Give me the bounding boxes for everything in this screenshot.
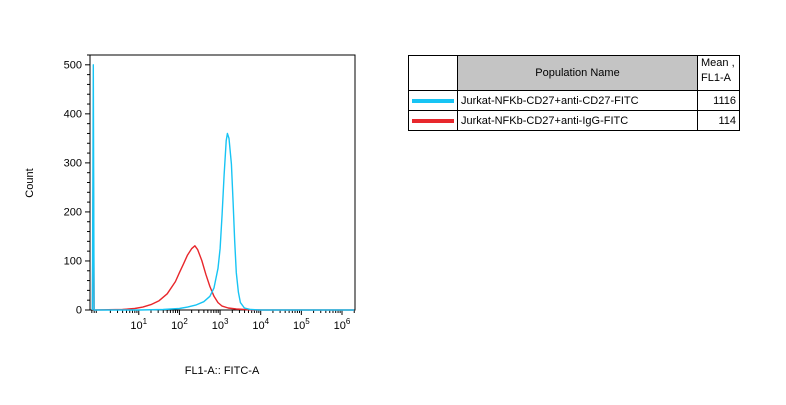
population-name: Jurkat-NFKb-CD27+anti-CD27-FITC <box>457 90 698 111</box>
legend-header-swatch <box>408 55 458 91</box>
swatch-cell <box>408 90 458 111</box>
y-tick-label: 100 <box>64 255 82 267</box>
x-tick-label: 104 <box>252 317 269 332</box>
population-name: Jurkat-NFKb-CD27+anti-IgG-FITC <box>457 110 698 131</box>
legend-header-mean-line2: FL1-A <box>701 71 731 84</box>
x-tick-label: 102 <box>171 317 188 332</box>
y-tick-label: 500 <box>64 59 82 71</box>
series-color-swatch <box>412 98 454 103</box>
x-tick-label: 101 <box>130 317 147 332</box>
histogram-chart: Count FL1-A:: FITC-A 0 100 200 300 400 500101… <box>24 54 356 377</box>
x-axis-label: FL1-A:: FITC-A <box>185 365 260 377</box>
y-tick-label: 300 <box>64 157 82 169</box>
legend-header-mean-line1: Mean , <box>701 57 735 69</box>
y-tick-label: 200 <box>64 206 82 218</box>
y-axis-label: Count <box>24 168 36 197</box>
y-tick-label: 400 <box>64 108 82 120</box>
legend-table: Population Name Mean , FL1-A Jurkat-NFKb… <box>408 55 740 131</box>
swatch-cell <box>408 110 458 131</box>
table-row: Jurkat-NFKb-CD27+anti-IgG-FITC 114 <box>408 110 740 131</box>
plot-box <box>89 54 356 311</box>
legend-header-row: Population Name Mean , FL1-A <box>408 55 740 91</box>
x-tick-label: 103 <box>212 317 229 332</box>
y-tick-label: 0 <box>76 305 82 317</box>
series-color-swatch <box>412 118 454 123</box>
legend-header-population: Population Name <box>457 55 698 91</box>
legend-header-mean: Mean , FL1-A <box>697 55 740 91</box>
x-tick-label: 106 <box>334 317 351 332</box>
mean-value: 1116 <box>697 90 740 111</box>
table-row: Jurkat-NFKb-CD27+anti-CD27-FITC 1116 <box>408 90 740 111</box>
mean-value: 114 <box>697 110 740 131</box>
series-curve-0 <box>91 167 355 311</box>
x-tick-label: 105 <box>293 317 310 332</box>
series-curve-1 <box>91 64 355 311</box>
